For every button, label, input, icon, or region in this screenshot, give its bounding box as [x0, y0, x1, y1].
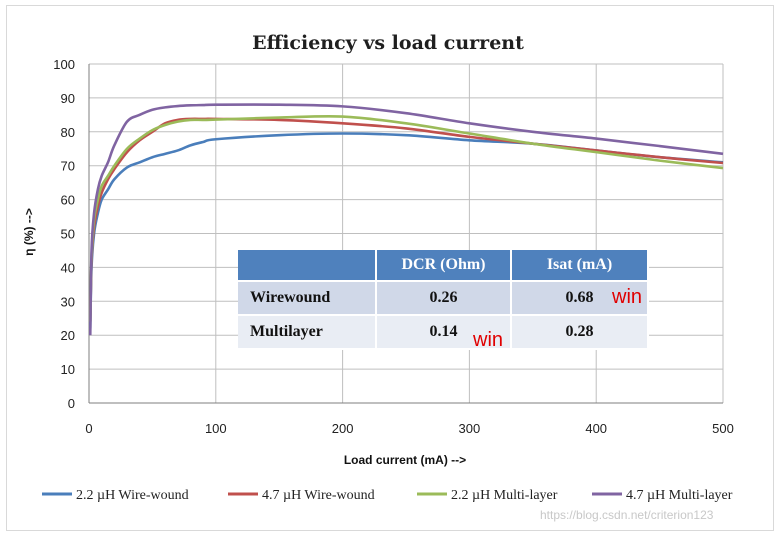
- x-axis-label: Load current (mA) -->: [344, 453, 466, 467]
- row-label-multilayer: Multilayer: [238, 315, 377, 350]
- table-header-isat: Isat (mA): [511, 250, 649, 282]
- series-line-2-2-2-h-multi-layer: [88, 114, 724, 322]
- legend-label: 4.7 µH Multi-layer: [626, 488, 733, 503]
- y-tick-label: 30: [61, 294, 75, 309]
- y-tick-label: 90: [61, 91, 75, 106]
- legend-label: 2.2 µH Wire-wound: [76, 488, 189, 503]
- y-tick-label: 40: [61, 260, 75, 275]
- cell-isat-wirewound: 0.68: [511, 281, 649, 316]
- grid-layer: [88, 63, 724, 404]
- win-annotation-dcr: win: [473, 329, 504, 351]
- y-axis-label: η (%) -->: [22, 208, 36, 256]
- y-tick-label: 20: [61, 328, 75, 343]
- legend-label: 4.7 µH Wire-wound: [262, 488, 375, 503]
- y-tick-label: 0: [68, 396, 75, 411]
- legend: 2.2 µH Wire-wound 4.7 µH Wire-wound 2.2 µH…: [42, 488, 733, 503]
- table-row: Wirewound 0.26 0.68: [238, 281, 649, 316]
- table-header-row: DCR (Ohm) Isat (mA): [238, 250, 649, 282]
- series-line-0-2-2-h-wire-wound: [88, 132, 724, 329]
- y-tick-label: 10: [61, 362, 75, 377]
- watermark-url: https://blog.csdn.net/criterion123: [540, 508, 714, 522]
- cell-dcr-multilayer: 0.14: [376, 315, 512, 350]
- x-tick-label: 500: [712, 421, 734, 436]
- x-tick-label: 400: [585, 421, 607, 436]
- win-annotation-isat: win: [612, 286, 643, 308]
- x-tick-label: 200: [332, 421, 354, 436]
- inductor-comparison-table: DCR (Ohm) Isat (mA) Wirewound 0.26 0.68 …: [238, 250, 649, 350]
- table-row: Multilayer 0.14 0.28: [238, 315, 649, 350]
- table-header-dcr: DCR (Ohm): [376, 250, 512, 282]
- legend-label: 2.2 µH Multi-layer: [451, 488, 558, 503]
- chart-title: Efficiency vs load current: [252, 32, 524, 54]
- series-layer: [88, 103, 724, 336]
- axes-layer: 0 10 20 30 40 50 60 70 80 90 100 0 100 200 300 400 500: [53, 57, 734, 436]
- y-tick-label: 80: [61, 125, 75, 140]
- y-tick-label: 70: [61, 159, 75, 174]
- y-tick-label: 100: [53, 57, 75, 72]
- cell-dcr-wirewound: 0.26: [376, 281, 512, 316]
- y-tick-label: 50: [61, 227, 75, 242]
- x-tick-label: 100: [205, 421, 227, 436]
- row-label-wirewound: Wirewound: [238, 281, 377, 316]
- series-line-3-4-7-h-multi-layer: [88, 103, 724, 336]
- cell-isat-multilayer: 0.28: [511, 315, 649, 350]
- y-tick-label: 60: [61, 193, 75, 208]
- table-header-empty: [238, 250, 377, 282]
- series-line-1-4-7-h-wire-wound: [88, 117, 724, 322]
- x-tick-label: 0: [85, 421, 92, 436]
- x-tick-label: 300: [459, 421, 481, 436]
